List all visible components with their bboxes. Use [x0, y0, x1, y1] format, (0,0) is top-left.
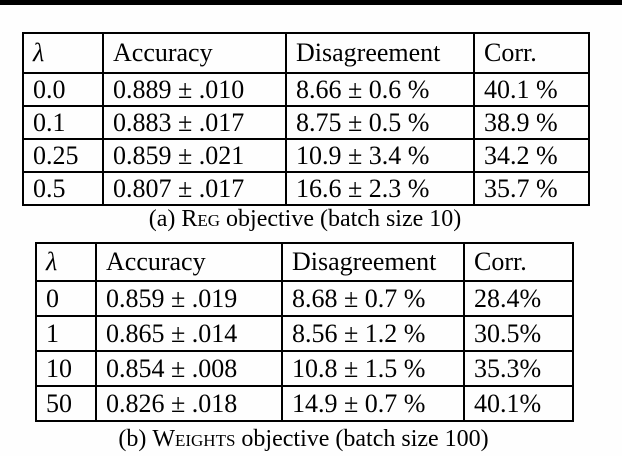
cell-accuracy: 0.865 ± .014: [95, 315, 283, 352]
cell-disagreement: 8.56 ± 1.2 %: [281, 315, 465, 352]
cell-lambda: 1: [35, 315, 97, 352]
header-accuracy: Accuracy: [102, 32, 287, 74]
cell-disagreement: 14.9 ± 0.7 %: [281, 385, 465, 422]
table-weights: λ Accuracy Disagreement Corr. 0 0.859 ± …: [35, 242, 574, 422]
cell-corr: 40.1 %: [473, 72, 590, 107]
caption-method-name: Reg: [181, 206, 221, 232]
caption-table-b: (b) Weights objective (batch size 100): [35, 424, 572, 454]
cell-lambda: 0: [35, 280, 97, 317]
table-row: 1 0.865 ± .014 8.56 ± 1.2 % 30.5%: [35, 315, 574, 352]
cell-lambda: 50: [35, 385, 97, 422]
caption-method-name: Weights: [152, 426, 236, 452]
cell-accuracy: 0.883 ± .017: [102, 105, 287, 140]
table-header-row: λ Accuracy Disagreement Corr.: [22, 32, 590, 74]
table-row: 0.1 0.883 ± .017 8.75 ± 0.5 % 38.9 %: [22, 105, 590, 140]
cell-accuracy: 0.889 ± .010: [102, 72, 287, 107]
caption-label: (b): [118, 426, 147, 452]
table-row-best: 0.5 0.807 ± .017 16.6 ± 2.3 % 35.7 %: [22, 171, 590, 206]
table-row-best: 50 0.826 ± .018 14.9 ± 0.7 % 40.1%: [35, 385, 574, 422]
table-row: 0 0.859 ± .019 8.68 ± 0.7 % 28.4%: [35, 280, 574, 317]
cell-accuracy: 0.859 ± .019: [95, 280, 283, 317]
cell-corr: 30.5%: [463, 315, 574, 352]
cell-disagreement: 8.75 ± 0.5 %: [285, 105, 475, 140]
caption-text: objective (batch size 10): [226, 206, 462, 232]
cell-corr: 40.1%: [463, 385, 574, 422]
table-row: 0.0 0.889 ± .010 8.66 ± 0.6 % 40.1 %: [22, 72, 590, 107]
top-rule: [0, 0, 622, 5]
cell-disagreement: 16.6 ± 2.3 %: [285, 171, 475, 206]
cell-corr: 38.9 %: [473, 105, 590, 140]
cell-accuracy: 0.854 ± .008: [95, 350, 283, 387]
cell-disagreement: 10.8 ± 1.5 %: [281, 350, 465, 387]
header-disagreement: Disagreement: [281, 242, 465, 282]
header-lambda: λ: [22, 32, 104, 74]
caption-text: objective (batch size 100): [241, 426, 489, 452]
header-corr: Corr.: [473, 32, 590, 74]
header-disagreement: Disagreement: [285, 32, 475, 74]
caption-label: (a): [148, 206, 176, 232]
cell-corr: 34.2 %: [473, 138, 590, 173]
cell-disagreement: 8.68 ± 0.7 %: [281, 280, 465, 317]
cell-lambda: 10: [35, 350, 97, 387]
cell-accuracy: 0.859 ± .021: [102, 138, 287, 173]
table-row: 0.25 0.859 ± .021 10.9 ± 3.4 % 34.2 %: [22, 138, 590, 173]
cell-disagreement: 10.9 ± 3.4 %: [285, 138, 475, 173]
cell-corr: 35.7 %: [473, 171, 590, 206]
cell-corr: 28.4%: [463, 280, 574, 317]
cell-accuracy: 0.807 ± .017: [102, 171, 287, 206]
header-lambda: λ: [35, 242, 97, 282]
table-header-row: λ Accuracy Disagreement Corr.: [35, 242, 574, 282]
caption-table-a: (a) Reg objective (batch size 10): [22, 204, 588, 234]
cell-lambda: 0.25: [22, 138, 104, 173]
cell-corr: 35.3%: [463, 350, 574, 387]
cell-accuracy: 0.826 ± .018: [95, 385, 283, 422]
table-row: 10 0.854 ± .008 10.8 ± 1.5 % 35.3%: [35, 350, 574, 387]
cell-disagreement: 8.66 ± 0.6 %: [285, 72, 475, 107]
cell-lambda: 0.1: [22, 105, 104, 140]
header-corr: Corr.: [463, 242, 574, 282]
table-reg: λ Accuracy Disagreement Corr. 0.0 0.889 …: [22, 32, 590, 206]
cell-lambda: 0.0: [22, 72, 104, 107]
header-accuracy: Accuracy: [95, 242, 283, 282]
cell-lambda: 0.5: [22, 171, 104, 206]
